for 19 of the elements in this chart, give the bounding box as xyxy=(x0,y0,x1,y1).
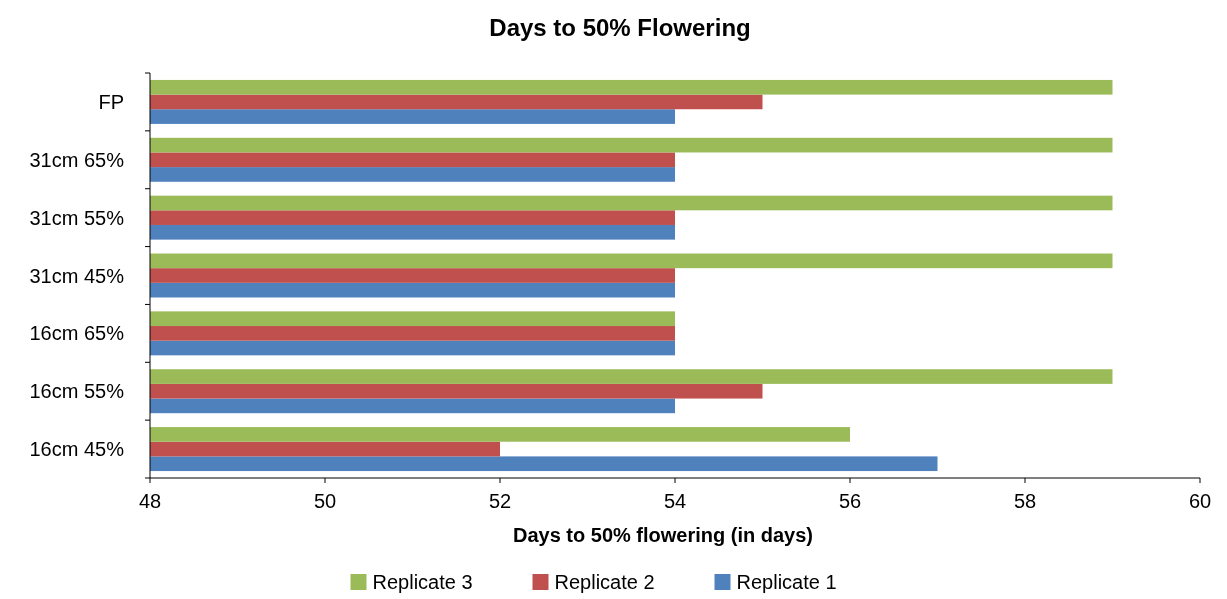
y-tick-label: 16cm 55% xyxy=(29,380,125,403)
x-tick-label: 48 xyxy=(138,490,162,512)
legend-label: Replicate 3 xyxy=(372,571,473,593)
y-tick-label: 31cm 45% xyxy=(29,264,125,287)
y-tick-label: 16cm 45% xyxy=(29,438,125,461)
legend-label: Replicate 2 xyxy=(554,571,655,593)
y-tick-label: FP xyxy=(98,90,124,113)
x-tick-label: 52 xyxy=(488,490,512,512)
y-tick-label: 31cm 55% xyxy=(29,206,125,229)
x-tick-label: 56 xyxy=(838,490,862,512)
x-axis-title: Days to 50% flowering (in days) xyxy=(512,524,814,546)
x-tick-label: 54 xyxy=(663,490,687,512)
y-tick-label: 16cm 65% xyxy=(29,322,125,345)
chart-title: Days to 50% Flowering xyxy=(489,14,751,41)
y-tick-label: 31cm 65% xyxy=(29,148,125,171)
x-tick-label: 50 xyxy=(313,490,337,512)
x-tick-label: 60 xyxy=(1188,490,1212,512)
x-tick-label: 58 xyxy=(1013,490,1037,512)
legend-label: Replicate 1 xyxy=(736,571,837,593)
